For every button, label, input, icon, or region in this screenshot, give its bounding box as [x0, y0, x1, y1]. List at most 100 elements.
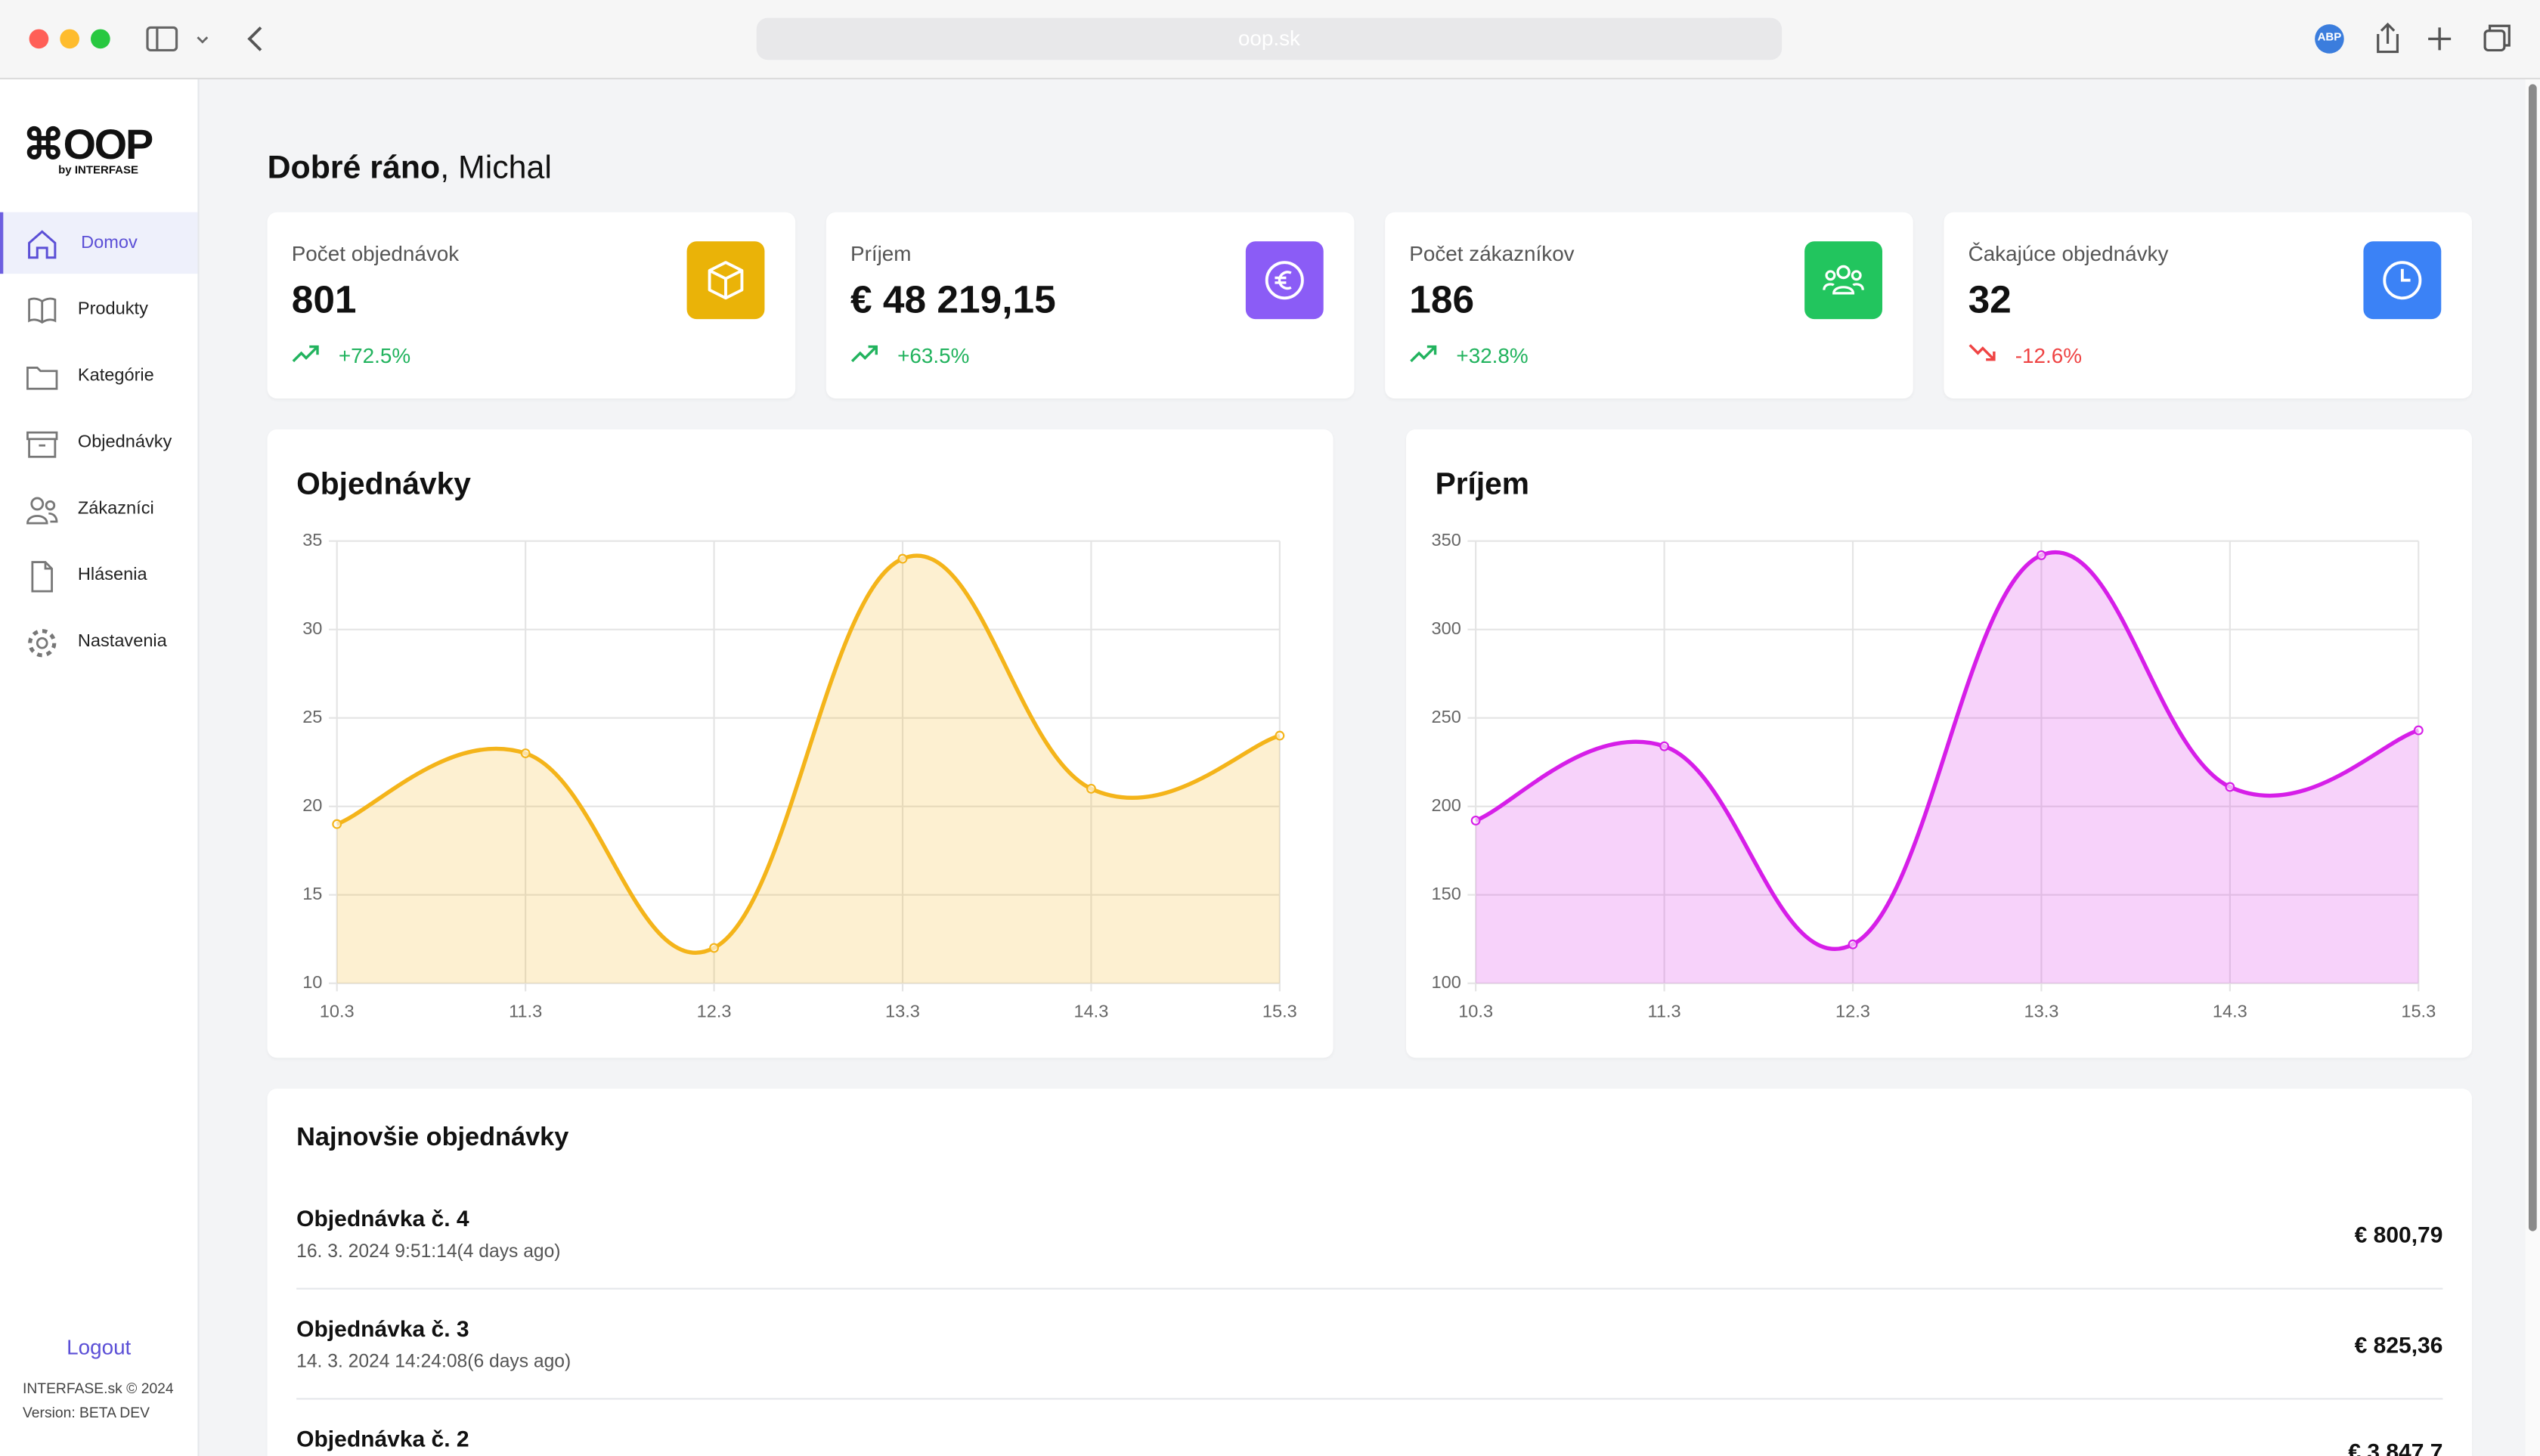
stat-card: Počet objednávok 801 +72.5%	[267, 212, 796, 399]
x-tick-label: 14.3	[1073, 1002, 1108, 1021]
stat-icon	[2363, 241, 2442, 320]
sidebar-toggle[interactable]	[146, 24, 214, 54]
stat-icon	[1804, 241, 1882, 320]
order-price: € 825,36	[2354, 1331, 2443, 1358]
y-tick-label: 10	[302, 972, 322, 992]
nav-label: Objednávky	[77, 432, 172, 452]
point	[2413, 725, 2424, 736]
stat-label: Čakajúce objednávky	[1968, 241, 2169, 266]
address-bar[interactable]: oop.sk	[756, 17, 1783, 60]
nav-icon	[26, 497, 58, 525]
nav-item[interactable]: Zákazníci	[0, 478, 197, 539]
chart-title: Objednávky	[296, 466, 471, 501]
back-button[interactable]	[243, 23, 268, 55]
point	[709, 943, 719, 953]
trend-icon	[292, 345, 319, 363]
scrollbar-thumb[interactable]	[2529, 84, 2537, 1231]
trend-icon	[1410, 345, 1437, 363]
stat-icon	[686, 241, 765, 320]
y-tick-label: 35	[302, 530, 322, 550]
chart: Objednávky 10 15 20 25 30 35 10.3 11.3 12.3 13.3 1…	[296, 466, 1297, 1021]
stat-label: Príjem	[850, 241, 912, 266]
logo-subtitle: by INTERFASE	[58, 165, 139, 177]
logout-link[interactable]: Logout	[67, 1334, 132, 1359]
y-tick-label: 300	[1432, 618, 1461, 638]
nav-item[interactable]: Hlásenia	[0, 544, 197, 606]
point	[2225, 782, 2235, 792]
x-tick-label: 12.3	[697, 1002, 732, 1021]
x-tick-label: 10.3	[320, 1002, 355, 1021]
stat-change: +72.5%	[338, 343, 411, 368]
footer-text: Version: BETA DEV	[23, 1404, 150, 1421]
orders-title: Najnovšie objednávky	[296, 1124, 569, 1152]
x-tick-label: 10.3	[1458, 1002, 1493, 1021]
extension-badge[interactable]: ABP	[2315, 24, 2344, 54]
stat-label: Počet objednávok	[291, 241, 460, 266]
greeting-name: , Michal	[440, 150, 552, 187]
point	[1086, 783, 1096, 794]
stat-change: -12.6%	[2015, 343, 2083, 368]
stat-card: Počet zákazníkov 186 +32.8%	[1385, 212, 1913, 399]
point	[2036, 550, 2046, 560]
greeting: Dobré ráno, Michal	[268, 150, 552, 187]
nav-label: Zákazníci	[77, 499, 154, 519]
y-tick-label: 150	[1432, 884, 1461, 903]
x-tick-label: 11.3	[1648, 1002, 1681, 1021]
y-tick-label: 250	[1432, 707, 1461, 726]
y-tick-label: 30	[302, 618, 322, 638]
nav-label: Hlásenia	[77, 565, 147, 585]
nav-item[interactable]: Kategórie	[0, 345, 197, 406]
nav-icon	[28, 297, 57, 324]
nav-label: Produkty	[77, 299, 148, 320]
stat-card: Príjem € 48 219,15 +63.5%	[826, 212, 1355, 399]
stat-icon	[1245, 241, 1324, 320]
chart-card: Príjem 100 150 200 250 300 350 10.3 11.3 12.3 13.…	[1406, 429, 2472, 1058]
nav-item[interactable]: Objednávky	[0, 411, 197, 472]
order-name[interactable]: Objednávka č. 3	[296, 1315, 469, 1342]
point	[897, 553, 908, 564]
point	[1659, 741, 1669, 751]
trend-icon	[850, 345, 878, 363]
trend-icon	[1968, 344, 1996, 361]
orders-card: Najnovšie objednávky Objednávka č. 4 16.…	[267, 1089, 2473, 1456]
point	[332, 819, 342, 829]
x-tick-label: 15.3	[2401, 1002, 2436, 1021]
stat-value: 801	[291, 278, 357, 323]
divider	[296, 1398, 2443, 1400]
x-tick-label: 11.3	[509, 1002, 542, 1021]
area	[1476, 552, 2419, 984]
zoom-button[interactable]	[91, 29, 110, 49]
nav-icon	[28, 230, 57, 259]
stat-value: 186	[1409, 278, 1475, 323]
order-name[interactable]: Objednávka č. 4	[296, 1205, 469, 1231]
y-tick-label: 200	[1432, 795, 1461, 815]
browser-toolbar: oop.sk ABP	[0, 0, 2540, 79]
logo[interactable]: ⌘OOP	[23, 119, 153, 169]
nav-item[interactable]: Domov	[0, 212, 198, 274]
stat-card: Čakajúce objednávky 32 -12.6%	[1944, 212, 2472, 399]
point	[1470, 816, 1481, 826]
order-price: € 3 847,7	[2348, 1438, 2443, 1456]
y-tick-label: 20	[302, 795, 322, 815]
y-tick-label: 15	[302, 884, 322, 903]
x-tick-label: 12.3	[1835, 1002, 1870, 1021]
nav-icon	[28, 629, 57, 658]
nav-item[interactable]: Nastavenia	[0, 611, 197, 672]
nav-label: Domov	[81, 233, 138, 253]
chart-card: Objednávky 10 15 20 25 30 35 10.3 11.3 12.3 13.3 1…	[267, 429, 1334, 1058]
nav-icon	[26, 431, 58, 458]
x-tick-label: 13.3	[885, 1002, 920, 1021]
divider	[296, 1287, 2443, 1290]
x-tick-label: 14.3	[2213, 1002, 2247, 1021]
area	[336, 556, 1280, 984]
chart-title: Príjem	[1436, 466, 1529, 501]
point	[1848, 939, 1858, 949]
order-name[interactable]: Objednávka č. 2	[296, 1425, 469, 1451]
close-button[interactable]	[29, 29, 49, 49]
nav-icon	[31, 561, 53, 593]
toolbar-icons[interactable]	[2368, 20, 2514, 58]
minimize-button[interactable]	[60, 29, 79, 49]
nav-item[interactable]: Produkty	[0, 279, 197, 340]
